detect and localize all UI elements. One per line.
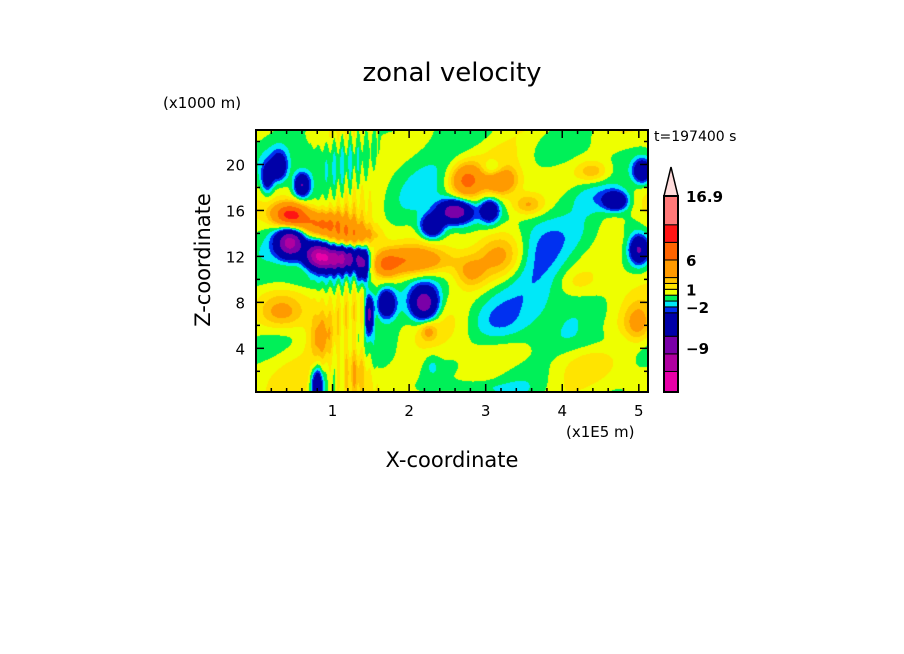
colorbar-label: 6 <box>686 252 696 270</box>
colorbar-label: 16.9 <box>686 188 723 206</box>
colorbar-segment <box>663 353 679 372</box>
colorbar-segment <box>663 241 679 261</box>
x-tick-label: 5 <box>634 402 644 420</box>
colorbar-extension-triangle <box>663 166 679 197</box>
time-annotation: t=197400 s <box>654 129 737 145</box>
x-tick-label: 3 <box>481 402 491 420</box>
y-tick-label: 4 <box>235 340 245 358</box>
y-tick-label: 8 <box>235 294 245 312</box>
y-tick-label: 12 <box>226 248 245 266</box>
colorbar-segment <box>663 306 679 314</box>
colorbar-label: −9 <box>686 340 709 358</box>
colorbar-segment <box>663 312 679 337</box>
y-tick-label: 20 <box>226 156 245 174</box>
colorbar-label: 1 <box>686 281 696 299</box>
y-axis-unit: (x1000 m) <box>163 94 242 112</box>
colorbar-segment <box>663 259 679 279</box>
contour-field <box>256 130 648 392</box>
x-axis-label: X-coordinate <box>385 448 519 472</box>
x-axis-unit: (x1E5 m) <box>566 423 635 441</box>
chart-title: zonal velocity <box>362 58 542 88</box>
x-tick-label: 4 <box>557 402 567 420</box>
colorbar-label: −2 <box>686 299 709 317</box>
y-tick-label: 16 <box>226 202 245 220</box>
colorbar-segment <box>663 288 679 296</box>
plot-frame <box>255 129 649 393</box>
colorbar-segment <box>663 195 679 226</box>
x-tick-label: 2 <box>404 402 414 420</box>
colorbar-segment <box>663 294 679 302</box>
colorbar-segment <box>663 277 679 284</box>
colorbar-segment <box>663 224 679 243</box>
x-tick-label: 1 <box>328 402 338 420</box>
colorbar-segment <box>663 370 679 393</box>
y-axis-label: Z-coordinate <box>191 193 215 327</box>
colorbar-frame <box>663 195 679 393</box>
colorbar-segment <box>663 335 679 355</box>
colorbar-segment <box>663 282 679 290</box>
colorbar-segment <box>663 300 679 308</box>
